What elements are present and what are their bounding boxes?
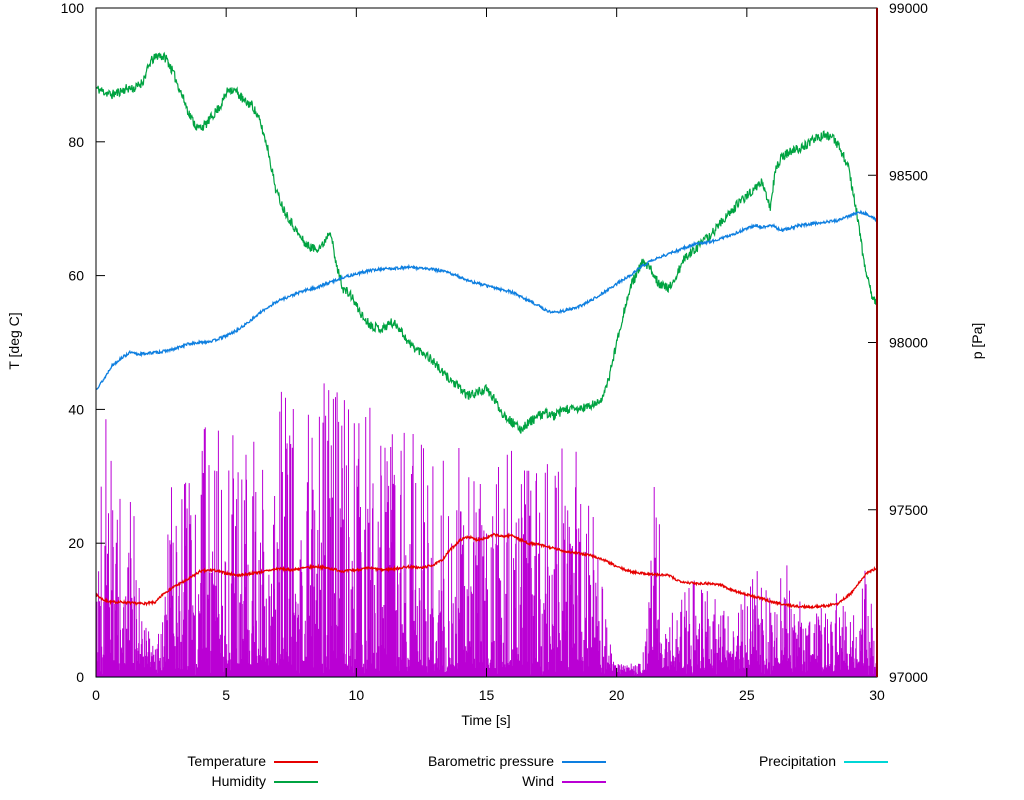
legend-line-wind xyxy=(562,781,606,783)
legend-line-precipitation xyxy=(844,761,888,763)
series-humidity xyxy=(96,51,878,434)
y-right-tick-label: 98000 xyxy=(889,335,928,351)
y-right-tick-label: 97000 xyxy=(889,669,928,685)
y-right-tick-label: 98500 xyxy=(889,167,928,183)
x-tick-label: 0 xyxy=(92,687,100,703)
y-axis-label-right: p [Pa] xyxy=(969,322,985,360)
legend-label-precipitation: Precipitation xyxy=(758,753,836,769)
x-tick-label: 15 xyxy=(479,687,495,703)
legend-label-humidity: Humidity xyxy=(211,773,266,789)
legend-line-humidity xyxy=(274,781,318,783)
x-tick-label: 25 xyxy=(739,687,755,703)
y-left-tick-label: 20 xyxy=(68,535,84,551)
y-axis-label-left: T [deg C] xyxy=(6,312,22,370)
legend-label-barometric-pressure: Barometric pressure xyxy=(427,753,554,769)
legend-label-wind: Wind xyxy=(522,773,554,789)
x-tick-label: 5 xyxy=(222,687,230,703)
legend-line-barometric-pressure xyxy=(562,761,606,763)
y-left-tick-label: 40 xyxy=(68,401,84,417)
x-axis-label: Time [s] xyxy=(461,712,511,728)
series-barometric-pressure xyxy=(95,209,878,390)
y-right-tick-label: 99000 xyxy=(889,0,928,16)
x-tick-label: 20 xyxy=(609,687,625,703)
x-tick-label: 10 xyxy=(349,687,365,703)
x-tick-label: 30 xyxy=(869,687,885,703)
legend-line-temperature xyxy=(274,761,318,763)
y-right-tick-label: 97500 xyxy=(889,502,928,518)
y-left-tick-label: 80 xyxy=(68,134,84,150)
y-left-tick-label: 100 xyxy=(61,0,85,16)
series-temperature xyxy=(95,532,878,610)
series-wind xyxy=(95,383,878,677)
y-left-tick-label: 0 xyxy=(76,669,84,685)
y-left-tick-label: 60 xyxy=(68,268,84,284)
legend-label-temperature: Temperature xyxy=(187,753,266,769)
